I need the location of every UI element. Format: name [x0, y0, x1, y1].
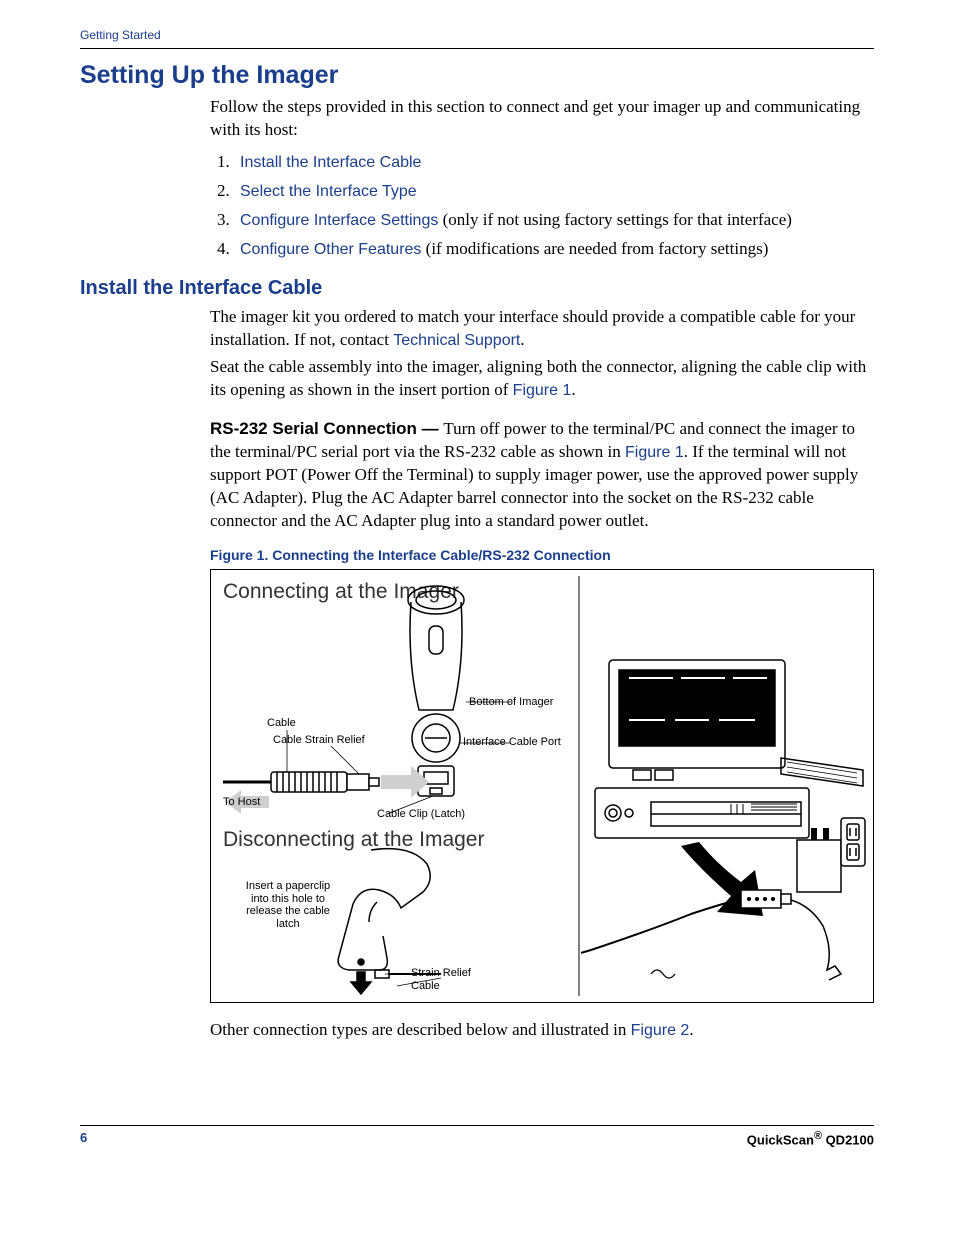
product-name: QuickScan® QD2100	[747, 1130, 874, 1147]
product-part: QD2100	[822, 1132, 874, 1147]
registered-mark: ®	[814, 1130, 822, 1142]
rs232-label: RS-232 Serial Connection —	[210, 419, 443, 438]
text: .	[689, 1020, 693, 1039]
step-link[interactable]: Install the Interface Cable	[240, 154, 421, 171]
text: .	[520, 330, 524, 349]
step-item: Select the Interface Type	[234, 177, 874, 206]
figure-illustration-right	[581, 570, 874, 1002]
page-number: 6	[80, 1130, 87, 1147]
footer-row: 6 QuickScan® QD2100	[80, 1130, 874, 1147]
fig-label-clip: Cable Clip (Latch)	[377, 808, 465, 821]
step-note: (if modifications are needed from factor…	[421, 239, 768, 258]
paragraph: The imager kit you ordered to match your…	[210, 306, 874, 352]
step-note: (only if not using factory settings for …	[438, 210, 792, 229]
figure-caption: Figure 1. Connecting the Interface Cable…	[210, 547, 874, 563]
header-rule	[80, 48, 874, 49]
page: Getting Started Setting Up the Imager Fo…	[0, 0, 954, 1235]
fig-label-cable: Cable	[267, 717, 296, 730]
step-link[interactable]: Configure Other Features	[240, 241, 421, 258]
tech-support-link[interactable]: Technical Support	[393, 332, 520, 349]
steps-list: Install the Interface Cable Select the I…	[210, 148, 874, 264]
section-heading: Setting Up the Imager	[80, 61, 874, 90]
figure-link[interactable]: Figure 2	[631, 1022, 690, 1039]
step-link[interactable]: Select the Interface Type	[240, 183, 417, 200]
running-header: Getting Started	[80, 28, 874, 48]
rs232-paragraph: RS-232 Serial Connection — Turn off powe…	[210, 418, 874, 533]
subsection-heading: Install the Interface Cable	[80, 277, 874, 300]
body-block: Follow the steps provided in this sectio…	[210, 96, 874, 263]
footer-rule	[80, 1125, 874, 1126]
text: The imager kit you ordered to match your…	[210, 307, 855, 349]
fig-label-strain2: Strain Relief	[411, 967, 471, 980]
fig-label-bottom: Bottom of Imager	[469, 696, 553, 709]
step-item: Install the Interface Cable	[234, 148, 874, 177]
paragraph: Seat the cable assembly into the imager,…	[210, 356, 874, 402]
fig-label-strain: Cable Strain Relief	[273, 734, 365, 747]
text: Other connection types are described bel…	[210, 1020, 631, 1039]
fig-label-port: Interface Cable Port	[463, 736, 561, 749]
after-figure-paragraph: Other connection types are described bel…	[210, 1019, 874, 1042]
figure-box: Connecting at the Imager Disconnecting a…	[210, 569, 874, 1003]
body-block-2: The imager kit you ordered to match your…	[210, 306, 874, 1041]
page-footer: 6 QuickScan® QD2100	[80, 1125, 874, 1147]
step-item: Configure Interface Settings (only if no…	[234, 206, 874, 235]
intro-paragraph: Follow the steps provided in this sectio…	[210, 96, 874, 142]
fig-label-cable2: Cable	[411, 980, 440, 993]
figure-illustration-left	[211, 570, 591, 1002]
step-link[interactable]: Configure Interface Settings	[240, 212, 438, 229]
figure-link[interactable]: Figure 1	[513, 382, 572, 399]
figure-link[interactable]: Figure 1	[625, 444, 684, 461]
fig-label-tohost: To Host	[223, 796, 260, 809]
product-part: QuickScan	[747, 1132, 814, 1147]
step-item: Configure Other Features (if modificatio…	[234, 235, 874, 264]
fig-label-paperclip: Insert a paperclip into this hole to rel…	[245, 880, 331, 931]
text: .	[571, 380, 575, 399]
